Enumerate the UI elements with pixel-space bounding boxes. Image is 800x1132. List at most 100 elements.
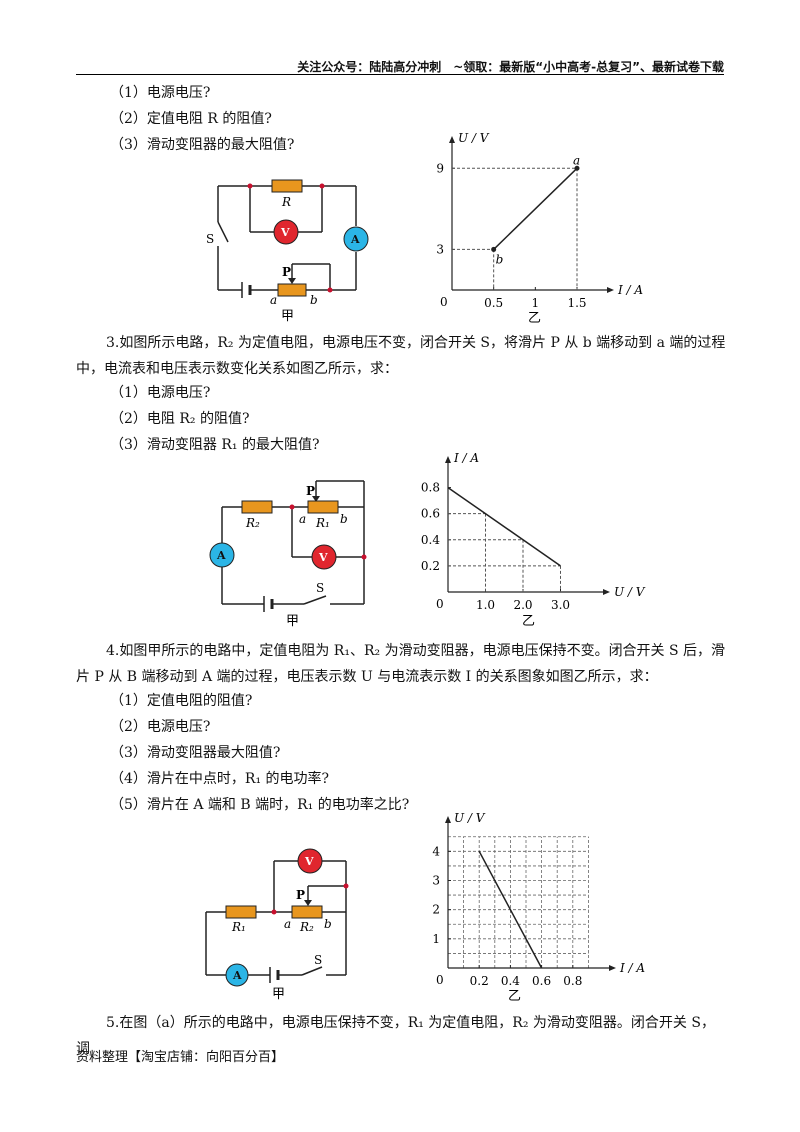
q4-graph: I / A U / V 0 0.2 0.4 0.6 0.8 1 2 3 4 乙 <box>432 811 645 1004</box>
q2-node <box>319 183 325 189</box>
q2-graph: I / A U / V 0 0.5 1 1.5 3 9 a b 乙 <box>436 131 643 326</box>
origin-label: 0 <box>440 295 448 309</box>
x-tick-label: 0.4 <box>501 974 520 988</box>
q3-item-3: （3）滑动变阻器 R₁ 的最大阻值? <box>110 437 320 453</box>
q4-switch <box>301 966 323 976</box>
q4-label-R1: R₁ <box>231 920 246 934</box>
q4-stem-text: 4.如图甲所示的电路中，定值电阻为 R₁、R₂ 为滑动变阻器，电源电压保持不变。… <box>76 643 726 685</box>
y-tick-label: 0.2 <box>421 559 440 573</box>
q2-item-3: （3）滑动变阻器的最大阻值? <box>110 137 295 153</box>
q2-item-2: （2）定值电阻 R 的阻值? <box>110 111 272 127</box>
q4-item-4: （4）滑片在中点时，R₁ 的电功率? <box>110 771 330 787</box>
q3-label-b: b <box>340 512 348 526</box>
q2-label-a: a <box>270 293 277 307</box>
q2-voltmeter-icon <box>273 219 299 245</box>
q4-item-3: （3）滑动变阻器最大阻值? <box>110 745 281 761</box>
q2-node <box>247 183 253 189</box>
y-axis-label: I / A <box>453 451 479 465</box>
x-axis-label: U / V <box>614 585 646 599</box>
q4-label-b: b <box>324 917 332 931</box>
x-tick-label: 0.2 <box>470 974 489 988</box>
q2-rheostat <box>277 283 307 297</box>
q5-stem-text: 5.在图（a）所示的电路中，电源电压保持不变，R₁ 为定值电阻，R₂ 为滑动变阻… <box>76 1015 715 1057</box>
q4-circuit <box>205 860 347 983</box>
y-tick-label: 0.4 <box>421 533 440 547</box>
data-point <box>491 246 497 252</box>
x-axis-arrow-icon <box>603 589 610 595</box>
x-tick-label: 1.5 <box>567 296 586 310</box>
header-rule <box>76 74 724 75</box>
y-tick-label: 2 <box>432 903 440 917</box>
point-label-b: b <box>496 252 504 266</box>
graph-caption: 乙 <box>528 311 541 326</box>
page-footer: 资料整理【淘宝店铺：向阳百分百】 <box>76 1050 285 1065</box>
y-tick-label: 4 <box>432 844 440 858</box>
q3-voltmeter-icon <box>311 544 337 570</box>
y-axis-arrow-icon <box>445 456 451 463</box>
x-tick-label: 2.0 <box>513 598 532 612</box>
q4-label-P: P <box>296 888 305 902</box>
x-axis-label: I / A <box>619 961 645 975</box>
q2-circuit-caption: 甲 <box>281 309 294 324</box>
series-line <box>478 850 543 969</box>
q2-switch <box>217 221 229 243</box>
x-tick-label: 1 <box>532 296 540 310</box>
x-tick-label: 0.8 <box>563 974 582 988</box>
series-line <box>447 486 561 567</box>
q3-ammeter-label: A <box>216 549 226 562</box>
q3-item-2: （2）电阻 R₂ 的阻值? <box>110 411 250 427</box>
q4-voltmeter-icon <box>297 848 323 874</box>
x-tick-label: 0.6 <box>532 974 551 988</box>
origin-label: 0 <box>436 973 444 987</box>
q3-rheostat-R1 <box>307 500 339 514</box>
q2-resistor-R <box>271 179 303 193</box>
q4-label-a: a <box>284 917 291 931</box>
q2-label-S: S <box>206 232 214 246</box>
y-axis-label: U / V <box>458 131 490 145</box>
q2-voltmeter-label: V <box>280 226 290 239</box>
q2-item-1: （1）电源电压? <box>110 85 211 101</box>
data-point <box>574 165 580 171</box>
q3-graph: U / V I / A 0 1.0 2.0 3.0 0.2 0.4 0.6 0.8 乙 <box>421 451 646 629</box>
x-tick-label: 1.0 <box>476 598 495 612</box>
q4-item-5: （5）滑片在 A 端和 B 端时，R₁ 的电功率之比? <box>110 797 410 813</box>
q2-label-P: P <box>282 265 291 279</box>
q4-rheostat-R2 <box>291 905 323 919</box>
q4-slider-arrow-icon <box>304 900 312 906</box>
y-tick-label: 0.6 <box>421 507 440 521</box>
y-tick-label: 0.8 <box>421 481 440 495</box>
series-line <box>493 167 578 250</box>
y-tick-label: 1 <box>432 932 440 946</box>
q4-voltmeter-label: V <box>304 855 314 868</box>
q4-ammeter-label: A <box>232 969 242 982</box>
q4-item-1: （1）定值电阻的阻值? <box>110 693 253 709</box>
q3-resistor-R2 <box>241 500 273 514</box>
q2-label-R: R <box>281 195 291 209</box>
y-tick-label: 3 <box>432 874 440 888</box>
x-axis-label: I / A <box>617 283 643 297</box>
page-header: 关注公众号：陆陆高分冲刺 ~领取：最新版“小中高考-总复习”、最新试卷下载 <box>297 60 724 74</box>
q3-label-P: P <box>306 484 315 498</box>
y-axis-label: U / V <box>454 811 486 825</box>
y-axis-arrow-icon <box>449 136 455 143</box>
x-axis-arrow-icon <box>607 287 614 293</box>
q2-node <box>327 287 333 293</box>
q2-ammeter-icon <box>343 226 369 252</box>
x-tick-label: 0.5 <box>484 296 503 310</box>
x-axis-arrow-icon <box>609 965 616 971</box>
graph-caption: 乙 <box>522 614 535 629</box>
q3-switch <box>303 595 327 605</box>
q4-node <box>271 909 277 915</box>
y-tick-label: 9 <box>436 161 444 175</box>
q4-label-S: S <box>314 953 322 967</box>
q4-resistor-R1 <box>225 905 257 919</box>
y-axis-arrow-icon <box>445 816 451 823</box>
q2-circuit <box>217 185 357 298</box>
q2-ammeter-label: A <box>350 233 360 246</box>
point-label-a: a <box>573 153 580 167</box>
q3-slider-arrow-icon <box>312 496 320 502</box>
q4-node <box>343 883 349 889</box>
q3-label-R2: R₂ <box>245 516 260 530</box>
q5-stem: 5.在图（a）所示的电路中，电源电压保持不变，R₁ 为定值电阻，R₂ 为滑动变阻… <box>76 1010 726 1062</box>
